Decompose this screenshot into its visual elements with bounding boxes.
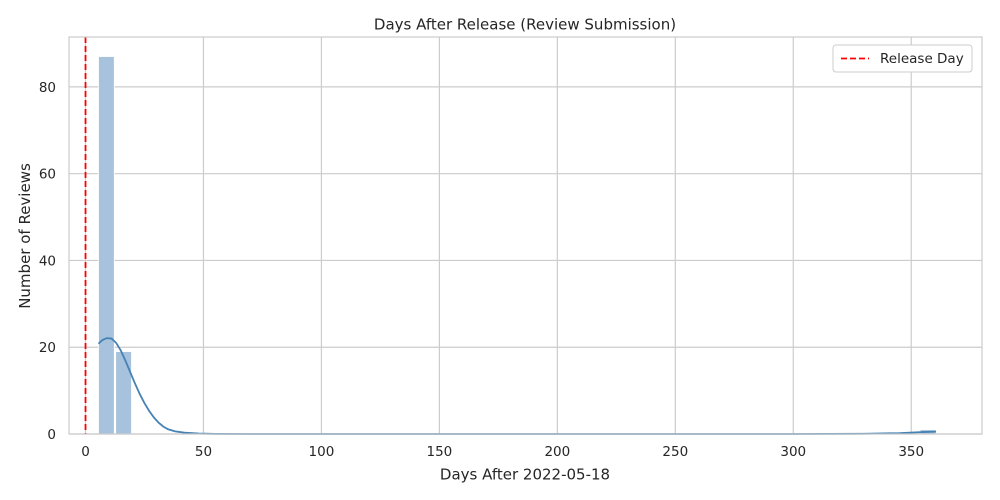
- plot-frame: [68, 36, 983, 435]
- grid-lines: [69, 37, 982, 435]
- y-tick-label: 40: [39, 253, 56, 269]
- x-tick-label: 150: [426, 444, 452, 460]
- x-tick-label: 0: [81, 444, 90, 460]
- legend-box: [832, 44, 973, 73]
- kde-curve: [97, 337, 937, 435]
- x-tick-label: 300: [780, 444, 806, 460]
- y-axis-label: Number of Reviews: [16, 163, 34, 309]
- kde-curve-group: [97, 337, 937, 435]
- legend: Release Day: [832, 44, 973, 73]
- histogram-bar: [115, 351, 132, 435]
- y-tick-label: 60: [39, 167, 56, 183]
- y-tick-label: 80: [39, 80, 56, 96]
- histogram-bars: [98, 56, 937, 435]
- y-tick-label: 20: [39, 340, 56, 356]
- y-tick-labels: 0 20 40 60 80: [39, 80, 56, 443]
- x-tick-label: 50: [195, 444, 212, 460]
- x-tick-label: 200: [544, 444, 570, 460]
- legend-label-release-day: Release Day: [880, 51, 964, 67]
- x-axis-label: Days After 2022-05-18: [440, 466, 610, 484]
- chart-title: Days After Release (Review Submission): [374, 16, 676, 34]
- histogram-bar: [98, 56, 115, 435]
- x-tick-label: 100: [309, 444, 335, 460]
- x-tick-label: 250: [662, 444, 688, 460]
- y-tick-label: 0: [47, 427, 56, 443]
- x-tick-label: 350: [898, 444, 924, 460]
- x-tick-labels: 0 50 100 150 200 250 300 350: [81, 444, 924, 460]
